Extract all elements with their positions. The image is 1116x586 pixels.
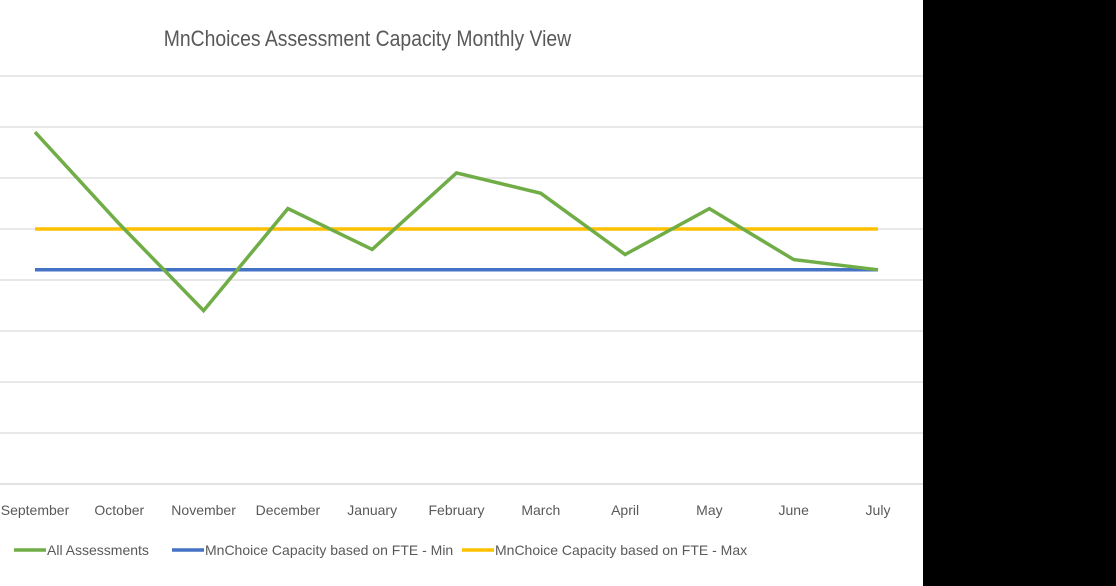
x-tick-label: February xyxy=(428,502,484,518)
x-tick-label: October xyxy=(94,502,144,518)
legend-label: All Assessments xyxy=(47,542,149,558)
legend-label: MnChoice Capacity based on FTE - Max xyxy=(495,542,747,558)
x-tick-label: November xyxy=(171,502,236,518)
series-line-0 xyxy=(33,130,879,314)
x-tick-label: March xyxy=(521,502,560,518)
chart-title: MnChoices Assessment Capacity Monthly Vi… xyxy=(163,26,572,51)
x-tick-label: July xyxy=(866,502,891,518)
chart-panel: MnChoices Assessment Capacity Monthly Vi… xyxy=(0,0,923,586)
line-chart: September October November December January F… xyxy=(0,75,923,558)
x-tick-label: January xyxy=(347,502,397,518)
x-tick-label: June xyxy=(779,502,810,518)
x-tick-label: December xyxy=(256,502,321,518)
x-tick-label: May xyxy=(696,502,722,518)
x-tick-label: April xyxy=(611,502,639,518)
x-tick-label: September xyxy=(1,502,70,518)
legend-label: MnChoice Capacity based on FTE - Min xyxy=(205,542,453,558)
